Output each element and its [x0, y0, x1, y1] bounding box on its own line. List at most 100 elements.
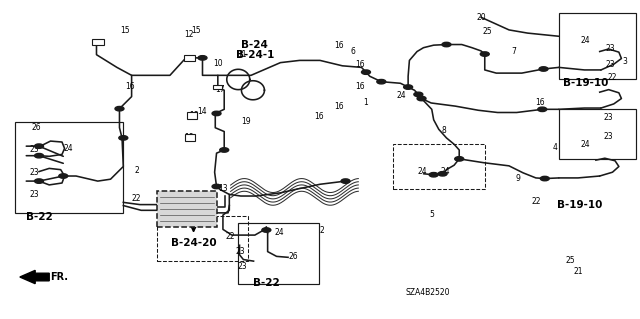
Text: 11: 11 [237, 49, 247, 59]
Text: 23: 23 [237, 262, 247, 271]
Text: 16: 16 [334, 102, 344, 111]
Text: 24: 24 [581, 140, 591, 149]
Text: 25: 25 [566, 256, 575, 265]
Text: 23: 23 [605, 44, 616, 54]
Bar [157, 191, 217, 227]
Text: 16: 16 [314, 112, 324, 121]
Circle shape [377, 79, 386, 84]
Text: 23: 23 [604, 132, 614, 141]
Circle shape [540, 176, 549, 181]
Text: 26: 26 [289, 252, 298, 261]
Circle shape [417, 96, 426, 101]
Bar [213, 85, 222, 89]
Text: B-22: B-22 [253, 278, 280, 288]
Circle shape [455, 157, 464, 161]
Text: B-24-1: B-24-1 [236, 50, 274, 60]
Text: 23: 23 [29, 145, 38, 154]
Bar [15, 122, 124, 213]
Text: 9: 9 [516, 174, 520, 183]
Circle shape [538, 107, 547, 112]
Text: 23: 23 [605, 60, 616, 69]
Text: SZA4B2520: SZA4B2520 [405, 288, 449, 297]
Text: B-19-10: B-19-10 [557, 200, 602, 210]
Text: 24: 24 [275, 228, 284, 237]
Circle shape [362, 70, 371, 74]
Text: 14: 14 [198, 107, 207, 116]
Bar [92, 39, 104, 45]
Text: FR.: FR. [51, 272, 68, 282]
Text: 3: 3 [623, 56, 628, 65]
Circle shape [35, 153, 44, 158]
Text: 16: 16 [536, 98, 545, 107]
Bar [184, 134, 195, 141]
Circle shape [404, 85, 413, 89]
Text: 7: 7 [511, 47, 516, 56]
Text: 24: 24 [581, 36, 591, 45]
Text: 26: 26 [31, 123, 41, 132]
Text: 23: 23 [29, 190, 38, 199]
Text: 1: 1 [364, 98, 369, 107]
Text: 2: 2 [319, 226, 324, 235]
Text: 23: 23 [236, 247, 246, 256]
Bar [238, 223, 319, 284]
Text: 21: 21 [574, 267, 584, 276]
Text: 5: 5 [429, 210, 434, 219]
Text: 15: 15 [120, 26, 129, 35]
Text: 22: 22 [531, 197, 541, 206]
Text: 23: 23 [604, 113, 614, 122]
Text: B-24: B-24 [241, 40, 268, 49]
Text: 15: 15 [191, 26, 201, 35]
Circle shape [59, 174, 68, 178]
Bar [393, 144, 484, 189]
Bar [184, 55, 195, 61]
Text: 24: 24 [397, 92, 406, 100]
Text: 2: 2 [135, 166, 140, 175]
Text: 24: 24 [440, 167, 450, 176]
Text: 22: 22 [226, 232, 236, 241]
Circle shape [442, 42, 451, 47]
Circle shape [438, 172, 447, 176]
Circle shape [539, 67, 548, 71]
Text: B-19-10: B-19-10 [563, 78, 609, 88]
Bar [186, 112, 196, 119]
Circle shape [35, 179, 44, 183]
Text: B-22: B-22 [26, 212, 52, 222]
Text: 22: 22 [608, 73, 617, 82]
Circle shape [414, 92, 423, 97]
Text: 16: 16 [355, 82, 364, 91]
Text: 16: 16 [355, 60, 364, 69]
Text: 12: 12 [184, 31, 194, 40]
Bar [559, 13, 636, 79]
Text: 24: 24 [417, 167, 427, 176]
Text: 6: 6 [351, 47, 356, 56]
FancyArrow shape [20, 270, 49, 284]
Text: 19: 19 [241, 117, 251, 126]
Circle shape [198, 56, 207, 60]
Circle shape [115, 107, 124, 111]
Text: 16: 16 [334, 41, 344, 50]
Circle shape [220, 148, 228, 152]
Circle shape [119, 136, 128, 140]
Circle shape [429, 173, 438, 177]
Text: 25: 25 [483, 27, 492, 36]
Text: 8: 8 [442, 126, 446, 135]
Circle shape [35, 144, 44, 148]
Circle shape [212, 111, 221, 116]
Circle shape [93, 41, 102, 45]
Text: 18: 18 [189, 111, 198, 120]
Circle shape [480, 52, 489, 56]
Text: 17: 17 [215, 85, 225, 94]
Bar [157, 216, 248, 261]
Circle shape [262, 228, 271, 232]
Text: 4: 4 [552, 143, 557, 152]
Text: 23: 23 [29, 168, 38, 177]
Text: 10: 10 [213, 59, 223, 68]
Text: 18: 18 [184, 133, 194, 142]
Text: 16: 16 [125, 82, 135, 91]
Circle shape [212, 184, 221, 189]
Text: 13: 13 [218, 184, 228, 193]
Text: 24: 24 [63, 144, 73, 153]
Text: 22: 22 [131, 194, 141, 203]
Circle shape [341, 179, 350, 183]
Text: B-24-20: B-24-20 [171, 238, 216, 248]
